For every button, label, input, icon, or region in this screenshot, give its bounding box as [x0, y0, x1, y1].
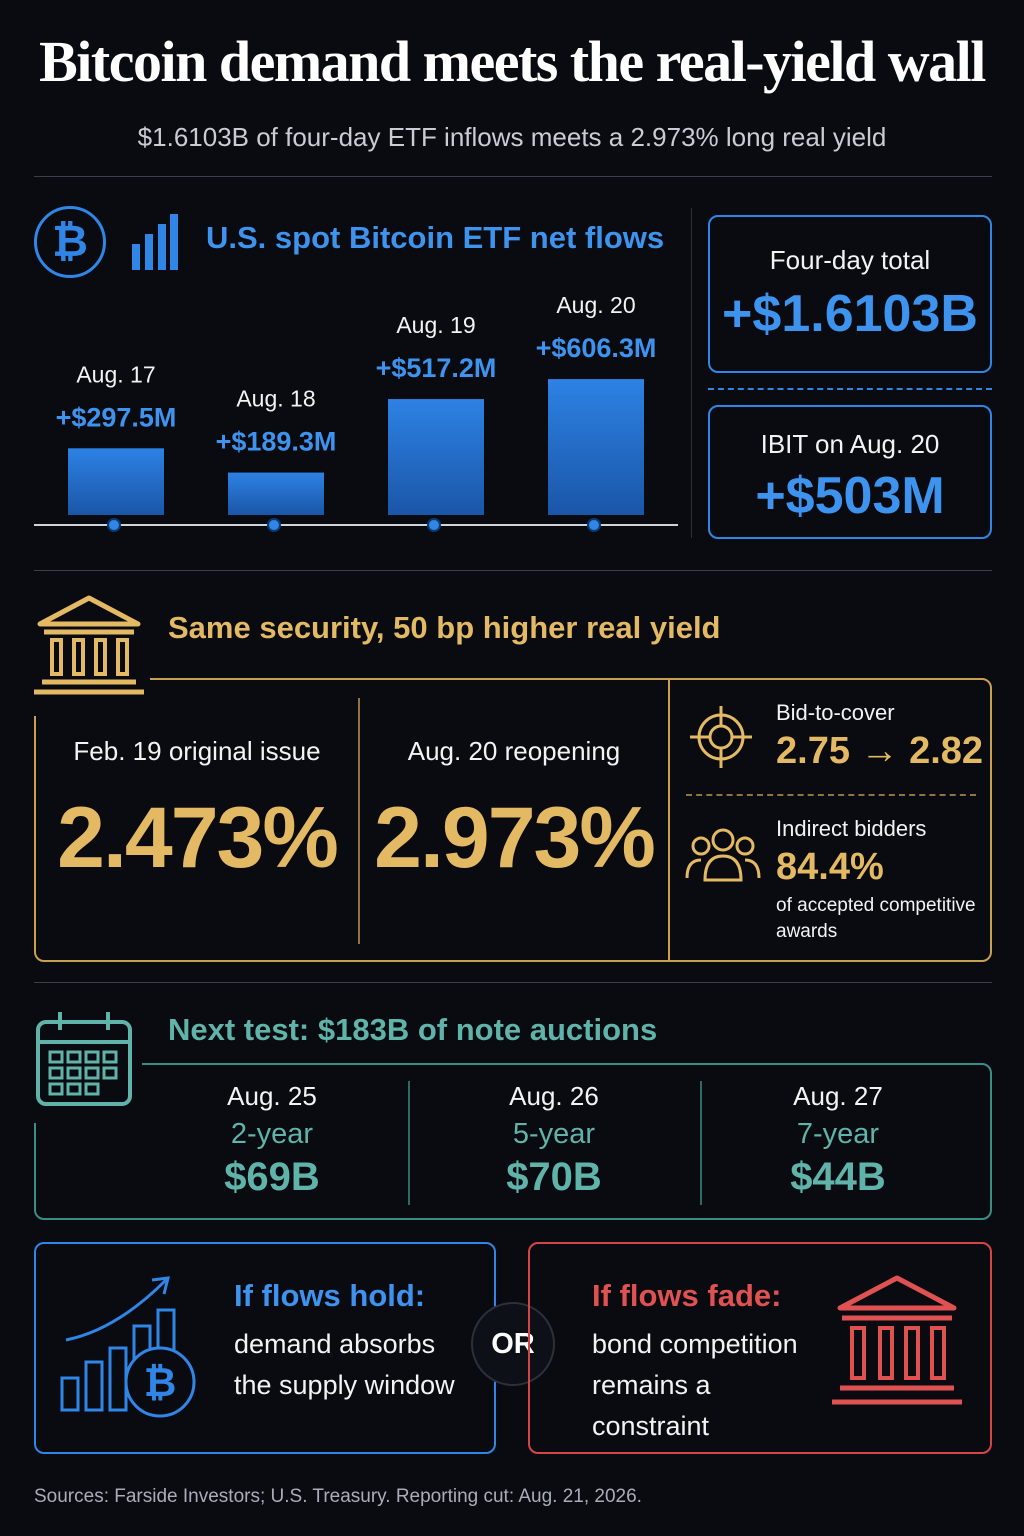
auction-item: Aug. 27 7-year $44B — [688, 1065, 988, 1200]
original-issue-yield: 2.473% — [57, 790, 339, 886]
divider — [34, 982, 992, 983]
target-icon — [690, 706, 752, 768]
auction-date: Aug. 26 — [509, 1081, 599, 1111]
auctions-panel: Aug. 25 2-year $69B Aug. 26 5-year $70B … — [32, 1061, 992, 1220]
flows-hold-text: demand absorbs the supply window — [234, 1329, 455, 1400]
bid-to-cover-value: 2.75 → 2.82 — [776, 730, 984, 772]
category-label: Aug. 17 — [76, 361, 155, 387]
reopening-column: Aug. 20 reopening 2.973% — [360, 680, 668, 964]
flows-fade-card: If flows fade: bond competition remains … — [528, 1242, 992, 1454]
bar-2 — [388, 399, 484, 515]
auction-size: $69B — [224, 1155, 320, 1199]
flows-fade-text: bond competition remains a constraint — [592, 1329, 798, 1441]
divider — [34, 570, 992, 571]
auction-size: $44B — [790, 1155, 886, 1199]
flows-hold-title: If flows hold: — [234, 1278, 426, 1313]
yield-panel: Feb. 19 original issue 2.473% Aug. 20 re… — [32, 676, 992, 964]
bar-value-label: +$297.5M — [56, 402, 177, 432]
indirect-bidders-note: of accepted competitive awards — [776, 895, 976, 942]
reopening-yield: 2.973% — [374, 790, 656, 886]
axis-marker — [107, 518, 121, 532]
bank-icon — [34, 595, 144, 695]
bar-3 — [548, 379, 644, 515]
auction-tenor: 7-year — [796, 1118, 880, 1150]
auction-item: Aug. 25 2-year $69B — [122, 1065, 422, 1200]
flows-hold-card: ₿ If flows hold: demand absorbs the supp… — [34, 1242, 496, 1454]
dashed-divider — [708, 388, 992, 390]
indirect-bidders-value: 84.4% — [776, 846, 884, 888]
bar-value-label: +$189.3M — [216, 427, 337, 457]
auction-size: $70B — [506, 1155, 602, 1199]
ibit-value: +$503M — [755, 467, 945, 525]
section-divider — [691, 208, 692, 538]
column-divider — [668, 680, 670, 960]
or-badge: OR — [471, 1302, 555, 1386]
bid-to-cover-label: Bid-to-cover — [776, 700, 895, 725]
original-issue-column: Feb. 19 original issue 2.473% — [36, 680, 358, 964]
etf-flows-chart: +$297.5M Aug. 17 +$189.3M Aug. 18 +$517.2M Au… — [34, 292, 678, 532]
divider — [34, 176, 992, 177]
auction-tenor: 2-year — [230, 1118, 314, 1150]
bar-chart-icon — [132, 214, 178, 270]
bank-icon — [832, 1275, 962, 1405]
four-day-total-value: +$1.6103B — [722, 285, 978, 343]
ibit-label: IBIT on Aug. 20 — [760, 429, 940, 459]
original-issue-label: Feb. 19 original issue — [73, 736, 321, 766]
reopening-label: Aug. 20 reopening — [407, 736, 621, 766]
page-subtitle: $1.6103B of four-day ETF inflows meets a… — [137, 122, 887, 152]
bar-value-label: +$517.2M — [376, 353, 497, 383]
four-day-total-card: Four-day total +$1.6103B — [708, 215, 992, 373]
category-label: Aug. 19 — [396, 312, 475, 338]
auctions-section-title: Next test: $183B of note auctions — [168, 1012, 658, 1047]
sources-footnote: Sources: Farside Investors; U.S. Treasur… — [34, 1486, 642, 1507]
category-label: Aug. 20 — [556, 292, 635, 318]
flows-fade-title: If flows fade: — [592, 1278, 782, 1313]
etf-section-title: U.S. spot Bitcoin ETF net flows — [206, 220, 665, 255]
axis-marker — [427, 518, 441, 532]
auction-item: Aug. 26 5-year $70B — [404, 1065, 704, 1200]
ibit-card: IBIT on Aug. 20 +$503M — [708, 405, 992, 539]
growth-chart-icon: ₿ — [60, 1276, 196, 1418]
column-divider — [700, 1081, 702, 1205]
auction-date: Aug. 27 — [793, 1081, 883, 1111]
category-label: Aug. 18 — [236, 386, 315, 412]
bar-value-label: +$606.3M — [536, 333, 657, 363]
indirect-bidders-label: Indirect bidders — [776, 816, 927, 841]
axis-marker — [587, 518, 601, 532]
dashed-divider — [686, 794, 976, 796]
column-divider — [408, 1081, 410, 1205]
four-day-total-label: Four-day total — [769, 245, 931, 275]
column-divider — [358, 698, 360, 944]
svg-text:₿: ₿ — [144, 1360, 177, 1406]
auction-tenor: 5-year — [512, 1118, 596, 1150]
axis-marker — [267, 518, 281, 532]
page-title: Bitcoin demand meets the real-yield wall — [39, 29, 986, 94]
bar-0 — [68, 448, 164, 515]
yield-section-title: Same security, 50 bp higher real yield — [168, 610, 721, 645]
bitcoin-icon: ₿ — [34, 206, 106, 278]
calendar-icon — [36, 1012, 132, 1106]
people-icon — [685, 828, 761, 882]
auction-date: Aug. 25 — [227, 1081, 317, 1111]
bar-1 — [228, 472, 324, 515]
